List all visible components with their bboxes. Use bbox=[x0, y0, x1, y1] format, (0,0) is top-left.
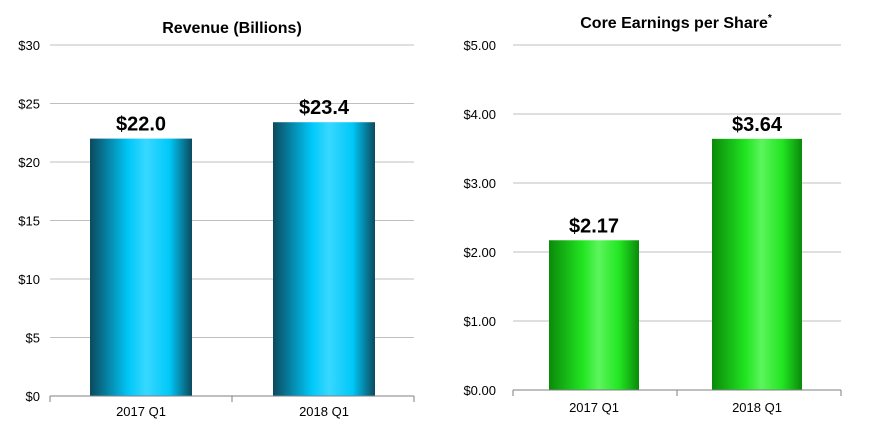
eps-y-tick-label: $0.00 bbox=[463, 383, 496, 398]
eps-bar-2017-q1 bbox=[549, 240, 639, 390]
revenue-chart-title: Revenue (Billions) bbox=[162, 20, 302, 37]
revenue-y-tick-label: $15 bbox=[18, 214, 40, 229]
eps-bars bbox=[549, 138, 802, 390]
eps-x-tick-label: 2017 Q1 bbox=[569, 400, 619, 415]
eps-chart-title: Core Earnings per Share* bbox=[580, 13, 772, 32]
eps-chart: Core Earnings per Share* $0.00 $1.00 $2.00… bbox=[463, 13, 842, 415]
eps-data-label: $2.17 bbox=[569, 215, 619, 237]
revenue-x-tick-label: 2018 Q1 bbox=[299, 404, 349, 419]
eps-data-label: $3.64 bbox=[732, 114, 783, 136]
eps-y-tick-label: $5.00 bbox=[463, 38, 496, 53]
eps-y-axis-ticks: $0.00 $1.00 $2.00 $3.00 $4.00 $5.00 bbox=[463, 38, 496, 398]
revenue-y-tick-label: $5 bbox=[26, 331, 40, 346]
revenue-data-label: $23.4 bbox=[299, 97, 350, 119]
eps-data-labels: $2.17 $3.64 bbox=[569, 114, 783, 237]
revenue-y-tick-label: $0 bbox=[26, 389, 40, 404]
revenue-y-tick-label: $10 bbox=[18, 272, 40, 287]
eps-y-tick-label: $3.00 bbox=[463, 176, 496, 191]
revenue-bar-2018-q1 bbox=[273, 122, 375, 396]
revenue-bar-2017-q1 bbox=[90, 138, 192, 396]
revenue-y-axis-ticks: $0 $5 $10 $15 $20 $25 $30 bbox=[18, 38, 40, 404]
eps-x-axis-ticks: 2017 Q1 2018 Q1 bbox=[512, 389, 842, 415]
eps-y-tick-label: $2.00 bbox=[463, 245, 496, 260]
revenue-bars bbox=[90, 122, 375, 396]
eps-x-tick-label: 2018 Q1 bbox=[732, 400, 782, 415]
revenue-y-tick-label: $25 bbox=[18, 97, 40, 112]
revenue-y-tick-label: $20 bbox=[18, 155, 40, 170]
revenue-x-tick-label: 2017 Q1 bbox=[116, 404, 166, 419]
eps-y-tick-label: $4.00 bbox=[463, 107, 496, 122]
revenue-chart: Revenue (Billions) $0 $5 $10 $15 $20 $25 $30 $… bbox=[18, 20, 415, 419]
eps-bar-2018-q1 bbox=[712, 138, 802, 390]
revenue-data-labels: $22.0 $23.4 bbox=[116, 97, 350, 135]
revenue-y-tick-label: $30 bbox=[18, 38, 40, 53]
eps-y-tick-label: $1.00 bbox=[463, 314, 496, 329]
revenue-data-label: $22.0 bbox=[116, 114, 166, 136]
eps-chart-title-text: Core Earnings per Share bbox=[580, 15, 768, 32]
revenue-x-axis-ticks: 2017 Q1 2018 Q1 bbox=[49, 395, 415, 419]
eps-chart-title-marker: * bbox=[768, 13, 772, 24]
